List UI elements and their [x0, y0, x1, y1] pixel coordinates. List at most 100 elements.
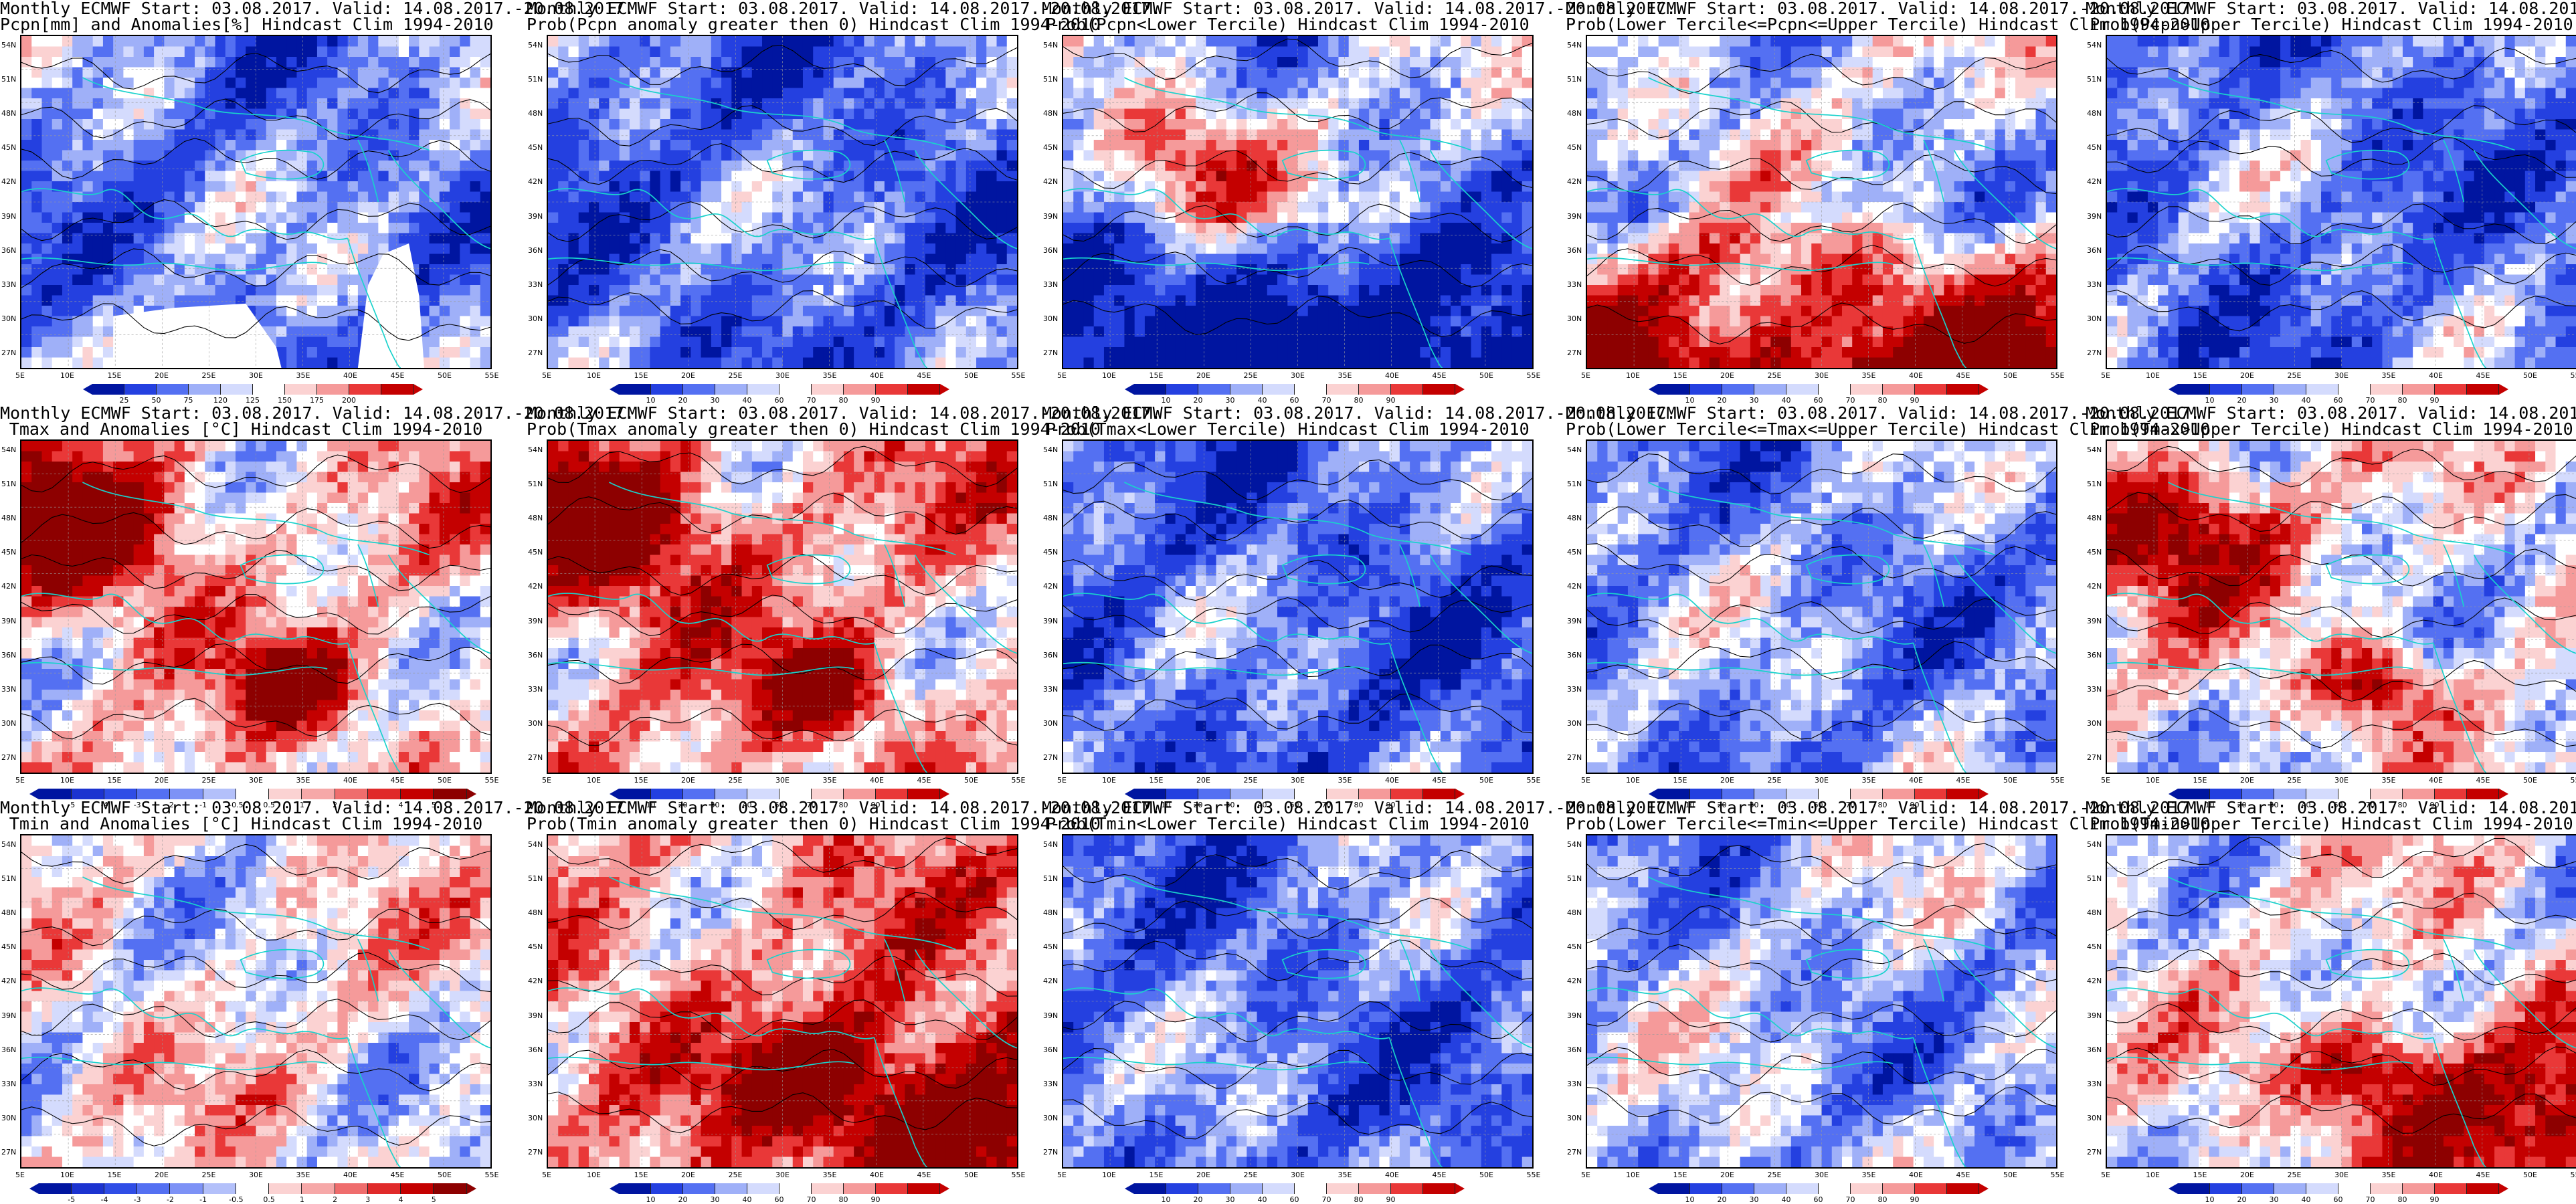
latitude-label: 54N [2087, 41, 2102, 49]
colorbar-segment [779, 789, 812, 799]
longitude-label: 15E [1673, 372, 1687, 380]
colorbar-segment [2370, 789, 2403, 799]
colorbar-tick-label: 80 [839, 397, 848, 405]
colorbar-left-arrow [609, 384, 619, 395]
longitude-label: 25E [1768, 372, 1782, 380]
longitude-label: 5E [1057, 1171, 1067, 1179]
latitude-label: 45N [1, 943, 16, 951]
latitude-label: 48N [2087, 110, 2102, 118]
latitude-label: 27N [1043, 754, 1058, 762]
colorbar-tick-label: -2 [167, 801, 174, 809]
colorbar-left-arrow [2168, 789, 2178, 799]
longitude-label: 35E [296, 777, 310, 785]
colorbar-segment [715, 384, 747, 395]
longitude-label: 35E [823, 372, 837, 380]
colorbar-segment [747, 1183, 779, 1194]
longitude-label: 40E [343, 777, 357, 785]
colorbar-segment [779, 384, 812, 395]
map-panel-tmax-prob-upper: Monthly ECMWF Start: 03.08.2017. Valid: … [2086, 405, 2576, 809]
colorbar-segment [156, 384, 189, 395]
latitude-label: 33N [2087, 1080, 2102, 1088]
colorbar-right-arrow [1979, 384, 1989, 395]
colorbar-segment [1358, 1183, 1391, 1194]
colorbar-tick-label: 40 [1258, 801, 1267, 809]
longitude-label: 30E [249, 372, 263, 380]
colorbar-tick-label: -4 [100, 801, 108, 809]
colorbar-tick-label: 40 [1782, 1196, 1791, 1204]
longitude-label: 15E [1149, 777, 1164, 785]
latitude-label: 30N [1, 314, 16, 323]
colorbar-segment [2241, 789, 2274, 799]
longitude-label: 10E [1102, 777, 1116, 785]
colorbar-segment [269, 789, 302, 799]
colorbar-segment [715, 1183, 747, 1194]
latitude-label: 27N [528, 754, 543, 762]
colorbar-segment [1786, 1183, 1819, 1194]
latitude-label: 54N [2087, 446, 2102, 454]
latitude-label: 33N [2087, 280, 2102, 289]
longitude-label: 35E [1862, 1171, 1876, 1179]
latitude-label: 54N [1, 446, 16, 454]
colorbar-segment [170, 1183, 203, 1194]
panel-title-line-2: Prob(Lower Tercile<=Pcpn<=Upper Tercile)… [1566, 16, 2210, 33]
colorbar-tick-label: 10 [1162, 397, 1171, 405]
latitude-label: 45N [1567, 548, 1582, 557]
longitude-label: 15E [1149, 372, 1164, 380]
colorbar-segment [2177, 384, 2210, 395]
colorbar [609, 384, 949, 395]
longitude-label: 30E [249, 777, 263, 785]
colorbar-tick-label: 60 [775, 397, 784, 405]
colorbar-segment [349, 384, 381, 395]
colorbar-segment [2209, 384, 2242, 395]
latitude-label: 39N [2087, 212, 2102, 221]
longitude-label: 30E [2334, 372, 2349, 380]
latitude-label: 51N [2087, 76, 2102, 84]
colorbar-right-arrow [466, 1183, 476, 1194]
latitude-label: 27N [1567, 1148, 1582, 1157]
latitude-label: 42N [1043, 178, 1058, 186]
longitude-label: 25E [729, 372, 743, 380]
latitude-label: 39N [2087, 1011, 2102, 1020]
latitude-label: 33N [528, 685, 543, 694]
colorbar-tick-label: 20 [1194, 1196, 1203, 1204]
colorbar-segment [1657, 789, 1690, 799]
latitude-label: 39N [1567, 212, 1582, 221]
colorbar-segment [618, 789, 651, 799]
longitude-label: 55E [1012, 777, 1026, 785]
longitude-label: 40E [1909, 372, 1923, 380]
longitude-label: 35E [823, 1171, 837, 1179]
colorbar-tick-label: 60 [1290, 1196, 1299, 1204]
latitude-label: 51N [528, 480, 543, 488]
colorbar-left-arrow [82, 384, 92, 395]
latitude-label: 51N [1043, 875, 1058, 883]
colorbar-tick-label: 40 [1782, 397, 1791, 405]
colorbar [1648, 1183, 1989, 1194]
colorbar-segment [92, 384, 124, 395]
colorbar-segment [811, 1183, 844, 1194]
colorbar-left-arrow [609, 789, 619, 799]
colorbar-tick-label: 30 [1226, 1196, 1235, 1204]
latitude-label: 39N [1043, 617, 1058, 625]
latitude-label: 27N [1043, 349, 1058, 357]
longitude-label: 25E [2288, 1171, 2302, 1179]
panel-title-line-1: Monthly ECMWF Start: 03.08.2017. Valid: … [2086, 799, 2576, 817]
latitude-label: 48N [1, 514, 16, 522]
latitude-label: 42N [1, 583, 16, 591]
colorbar-tick-label: 90 [1910, 397, 1920, 405]
colorbar-segment [1230, 1183, 1263, 1194]
longitude-label: 50E [2523, 1171, 2537, 1179]
colorbar-segment [650, 384, 683, 395]
latitude-label: 33N [1567, 685, 1582, 694]
longitude-label: 50E [964, 1171, 978, 1179]
colorbar [609, 789, 949, 799]
colorbar-segment [747, 384, 779, 395]
latitude-label: 48N [1043, 514, 1058, 522]
colorbar-segment [2274, 789, 2306, 799]
longitude-label: 25E [729, 1171, 743, 1179]
latitude-label: 51N [2087, 480, 2102, 488]
longitude-label: 15E [108, 372, 122, 380]
colorbar-segment [203, 1183, 236, 1194]
colorbar-segment [1166, 789, 1198, 799]
colorbar-right-arrow [2498, 384, 2508, 395]
colorbar-left-arrow [1648, 789, 1658, 799]
